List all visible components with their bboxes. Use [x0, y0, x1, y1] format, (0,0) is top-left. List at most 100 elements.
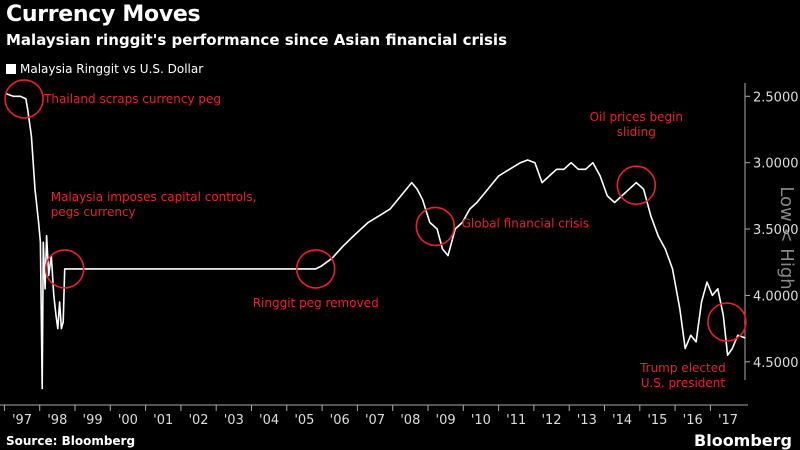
legend-swatch — [6, 64, 16, 74]
y-axis-title: Low < High — [776, 186, 797, 289]
data-point — [628, 188, 630, 190]
data-point — [731, 347, 733, 350]
data-point — [389, 208, 391, 210]
x-tick-label: '17 — [718, 413, 738, 428]
annotation-label: Malaysia imposes capital controls, — [51, 190, 257, 204]
data-point — [436, 228, 438, 230]
data-point — [508, 168, 511, 170]
y-tick-label: 3.5000 — [753, 223, 799, 238]
x-tick-label: '13 — [577, 413, 597, 428]
legend-label: Malaysia Ringgit vs U.S. Dollar — [20, 62, 204, 76]
x-tick-label: '97 — [12, 413, 32, 428]
data-point — [695, 341, 697, 343]
data-point — [411, 182, 413, 184]
data-point — [577, 168, 580, 170]
data-point — [55, 314, 57, 316]
annotation-circle — [616, 165, 657, 205]
x-tick-label: '07 — [365, 413, 385, 428]
data-point — [599, 175, 601, 177]
data-point — [378, 215, 380, 217]
data-point — [643, 188, 645, 190]
data-point — [27, 109, 29, 111]
x-tick-label: '16 — [683, 413, 703, 428]
data-point — [53, 294, 55, 296]
data-point — [556, 168, 558, 170]
data-point — [671, 268, 674, 270]
data-point — [498, 175, 500, 177]
data-point — [34, 188, 36, 190]
data-point — [59, 301, 61, 303]
data-point — [635, 182, 637, 184]
data-point — [487, 188, 489, 190]
data-point — [469, 208, 471, 210]
data-point — [62, 321, 64, 323]
x-tick-label: '09 — [436, 413, 456, 428]
annotation-label: Thailand scraps currency peg — [43, 92, 221, 106]
data-point — [711, 294, 714, 296]
x-tick-label: '01 — [153, 413, 173, 428]
data-point — [447, 255, 449, 257]
annotation-label: pegs currency — [51, 205, 136, 219]
data-point — [320, 265, 322, 267]
y-tick-label: 4.0000 — [753, 289, 799, 304]
data-point — [315, 268, 317, 270]
data-point — [717, 288, 719, 290]
x-tick-label: '06 — [330, 413, 350, 428]
x-tick-label: '10 — [471, 413, 491, 428]
data-point — [744, 337, 746, 339]
x-tick-label: '08 — [400, 413, 420, 428]
data-point — [360, 228, 362, 230]
legend: Malaysia Ringgit vs U.S. Dollar — [6, 62, 203, 76]
x-tick-label: '98 — [47, 413, 67, 428]
annotation-label: Trump elected — [639, 361, 726, 375]
data-point — [25, 98, 27, 100]
data-point — [30, 135, 32, 137]
data-point — [650, 215, 652, 217]
annotation-label: Global financial crisis — [462, 216, 589, 230]
y-tick-label: 2.5000 — [753, 90, 799, 105]
annotation-circle — [295, 249, 336, 289]
data-point — [42, 241, 44, 243]
data-point — [606, 195, 608, 197]
data-point — [657, 235, 659, 237]
annotation-label: sliding — [617, 125, 656, 139]
data-point — [64, 268, 66, 270]
x-tick-label: '15 — [647, 413, 667, 428]
data-point — [41, 387, 43, 389]
data-point — [548, 175, 551, 177]
brand-logo: Bloomberg — [694, 431, 792, 450]
data-point — [519, 162, 522, 164]
y-tick-label: 4.5000 — [753, 356, 799, 371]
annotation-circle — [44, 249, 85, 289]
x-tick-label: '04 — [259, 413, 279, 428]
data-point — [684, 347, 686, 350]
x-tick-label: '14 — [612, 413, 632, 428]
data-point — [57, 328, 59, 330]
x-tick-label: '00 — [118, 413, 138, 428]
x-tick-label: '05 — [294, 413, 314, 428]
data-point — [416, 188, 418, 190]
data-point — [664, 248, 666, 250]
data-point — [679, 308, 681, 310]
annotation-label: Oil prices begin — [590, 110, 683, 124]
data-point — [706, 281, 708, 283]
data-point — [38, 221, 40, 223]
data-point — [592, 162, 594, 164]
chart-title: Currency Moves — [6, 2, 201, 27]
annotation-circle — [707, 302, 747, 342]
data-point — [422, 199, 424, 201]
data-point — [39, 241, 42, 243]
data-point — [585, 168, 587, 170]
annotation-circle — [4, 79, 44, 119]
annotation-label: U.S. president — [641, 376, 726, 390]
data-point — [48, 274, 50, 277]
data-point — [534, 162, 536, 164]
x-tick-label: '11 — [506, 413, 526, 428]
annotation-label: Ringgit peg removed — [253, 296, 379, 310]
data-point — [727, 354, 729, 356]
source-note: Source: Bloomberg — [6, 434, 136, 448]
x-tick-label: '02 — [188, 413, 208, 428]
data-point — [737, 334, 739, 336]
data-point — [46, 235, 48, 237]
